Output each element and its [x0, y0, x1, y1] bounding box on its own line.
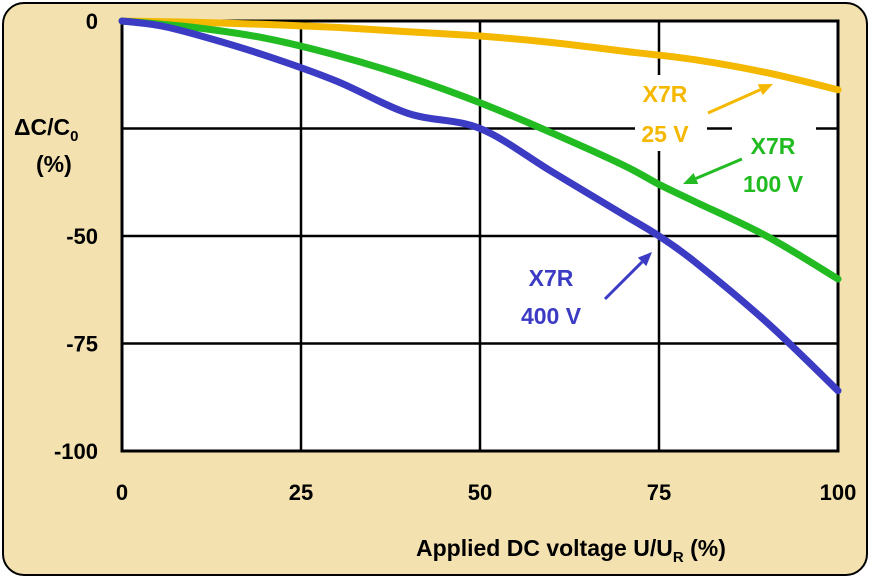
series-label-line2: 100 V [743, 171, 804, 197]
x-tick-label: 0 [116, 480, 128, 505]
label-background [732, 123, 816, 201]
y-axis-label-line2: (%) [36, 151, 72, 177]
y-tick-label: 0 [86, 9, 98, 34]
label-background [502, 257, 600, 334]
pointer-arrow-head [637, 252, 652, 267]
x-axis-label: Applied DC voltage U/UR (%) [416, 535, 726, 566]
series-label-line1: X7R [529, 265, 574, 291]
series-label-x7r-25v: X7R 25 V [635, 75, 773, 151]
pointer-arrow-shaft [707, 88, 761, 115]
pointer-arrow-head [757, 84, 773, 96]
label-background [635, 75, 707, 151]
chart-frame: 0 25 50 75 100 0 -50 -75 -100 X7R 25 V X7R 100 V X7R… [2, 2, 868, 576]
y-tick-label: -50 [66, 224, 98, 249]
x-tick-label: 25 [289, 480, 313, 505]
x-tick-label: 75 [647, 480, 671, 505]
pointer-arrow-shaft [695, 157, 743, 180]
y-axis-label-subscript: 0 [70, 128, 78, 145]
series-label-x7r-100v: X7R 100 V [683, 123, 816, 201]
series-line-x7r-400v [118, 17, 842, 395]
x-tick-label: 100 [820, 480, 857, 505]
pointer-arrow-head [683, 173, 699, 185]
y-axis-label-line1: ΔC/C0 [14, 114, 79, 145]
pointer-arrow-shaft [603, 260, 644, 301]
series-label-line2: 25 V [641, 121, 689, 147]
y-tick-label: -75 [66, 332, 98, 357]
series-label-line2: 400 V [521, 303, 582, 329]
series-label-x7r-400v: X7R 400 V [502, 252, 652, 334]
x-axis-label-subscript: R [673, 549, 684, 566]
series-line-x7r-100v [118, 17, 842, 283]
series-label-line1: X7R [751, 133, 796, 159]
series-label-line1: X7R [643, 81, 688, 107]
x-tick-label: 50 [468, 480, 492, 505]
series-line-x7r-25v [118, 17, 842, 94]
y-tick-label: -100 [54, 439, 98, 464]
